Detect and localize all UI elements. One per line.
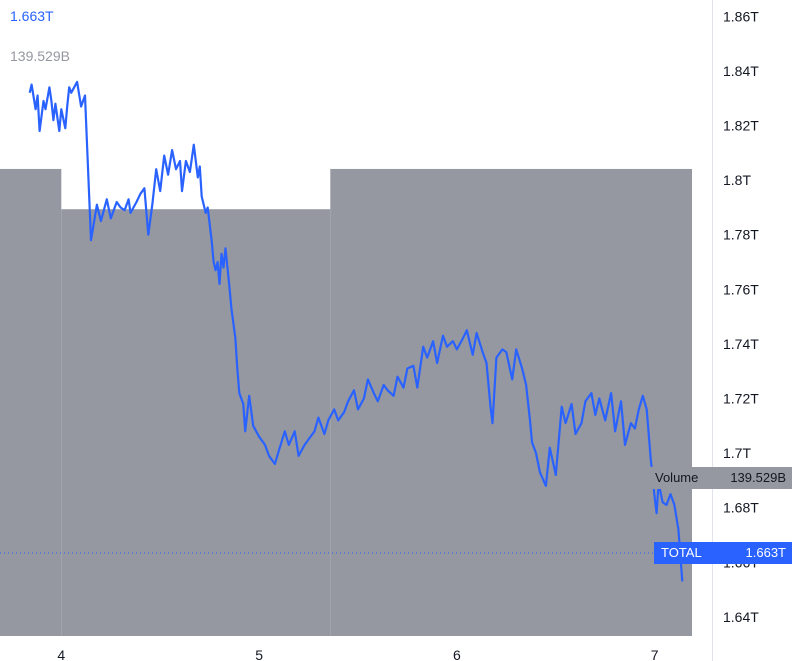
volume-tag-value: 139.529B bbox=[730, 470, 786, 485]
y-tick-label: 1.78T bbox=[723, 227, 759, 243]
total-tag-value: 1.663T bbox=[745, 545, 786, 560]
y-tick-label: 1.64T bbox=[723, 609, 759, 625]
legend-volume-value: 139.529B bbox=[10, 48, 70, 64]
volume-bar-1 bbox=[61, 209, 331, 637]
y-tick-label: 1.84T bbox=[723, 63, 759, 79]
x-tick-label: 4 bbox=[57, 647, 65, 661]
volume-price-tag: Volume 139.529B bbox=[648, 467, 792, 489]
y-tick-label: 1.8T bbox=[723, 172, 751, 188]
y-tick-label: 1.82T bbox=[723, 118, 759, 134]
series-line-total bbox=[28, 80, 684, 582]
y-tick-label: 1.76T bbox=[723, 281, 759, 297]
x-tick-label: 5 bbox=[255, 647, 263, 661]
volume-bar-0 bbox=[0, 168, 62, 636]
volume-tag-label: Volume bbox=[655, 470, 699, 485]
x-tick-label: 6 bbox=[453, 647, 461, 661]
y-tick-label: 1.7T bbox=[723, 445, 751, 461]
total-price-tag: TOTAL 1.663T bbox=[654, 542, 792, 564]
y-tick-label: 1.72T bbox=[723, 391, 759, 407]
legend-price-value: 1.663T bbox=[10, 8, 54, 24]
y-tick-label: 1.68T bbox=[723, 500, 759, 516]
y-tick-label: 1.74T bbox=[723, 336, 759, 352]
y-tick-label: 1.86T bbox=[723, 8, 759, 24]
volume-bar-2 bbox=[330, 168, 692, 636]
x-tick-label: 7 bbox=[651, 647, 659, 661]
total-tag-label: TOTAL bbox=[661, 545, 702, 560]
